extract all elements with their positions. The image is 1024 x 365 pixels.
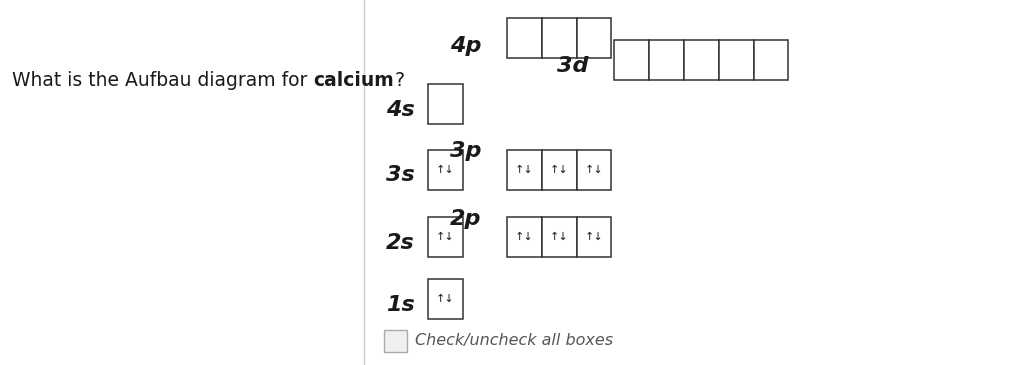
Text: Check/uncheck all boxes: Check/uncheck all boxes — [415, 334, 612, 349]
Bar — [719, 40, 754, 80]
Bar — [577, 18, 611, 58]
Text: ↑↓: ↑↓ — [436, 165, 455, 175]
Bar — [542, 217, 577, 257]
Bar — [428, 279, 463, 319]
Bar — [542, 18, 577, 58]
Bar — [542, 150, 577, 190]
Text: What is the Aufbau diagram for: What is the Aufbau diagram for — [12, 71, 313, 90]
Bar — [577, 217, 611, 257]
Bar — [428, 217, 463, 257]
Bar — [614, 40, 649, 80]
Text: 4p: 4p — [450, 36, 481, 55]
Text: 3s: 3s — [386, 165, 415, 185]
Bar — [507, 18, 542, 58]
Text: ↑↓: ↑↓ — [585, 232, 603, 242]
Bar — [754, 40, 788, 80]
Text: ↑↓: ↑↓ — [515, 232, 534, 242]
Bar — [428, 84, 463, 124]
Text: 3p: 3p — [450, 142, 481, 161]
Text: ↑↓: ↑↓ — [585, 165, 603, 175]
Text: ↑↓: ↑↓ — [515, 165, 534, 175]
Bar — [507, 150, 542, 190]
Text: ↑↓: ↑↓ — [550, 165, 568, 175]
Text: ?: ? — [394, 71, 404, 90]
Bar — [684, 40, 719, 80]
Bar — [649, 40, 684, 80]
Text: 4s: 4s — [386, 100, 415, 119]
Text: ↑↓: ↑↓ — [436, 294, 455, 304]
Bar — [428, 150, 463, 190]
Bar — [507, 217, 542, 257]
Text: calcium: calcium — [313, 71, 394, 90]
Text: 3d: 3d — [557, 56, 589, 76]
Text: ↑↓: ↑↓ — [550, 232, 568, 242]
Text: 2p: 2p — [450, 209, 481, 229]
Text: 1s: 1s — [386, 295, 415, 315]
Bar — [577, 150, 611, 190]
Text: 2s: 2s — [386, 233, 415, 253]
Bar — [384, 330, 407, 352]
Text: ↑↓: ↑↓ — [436, 232, 455, 242]
